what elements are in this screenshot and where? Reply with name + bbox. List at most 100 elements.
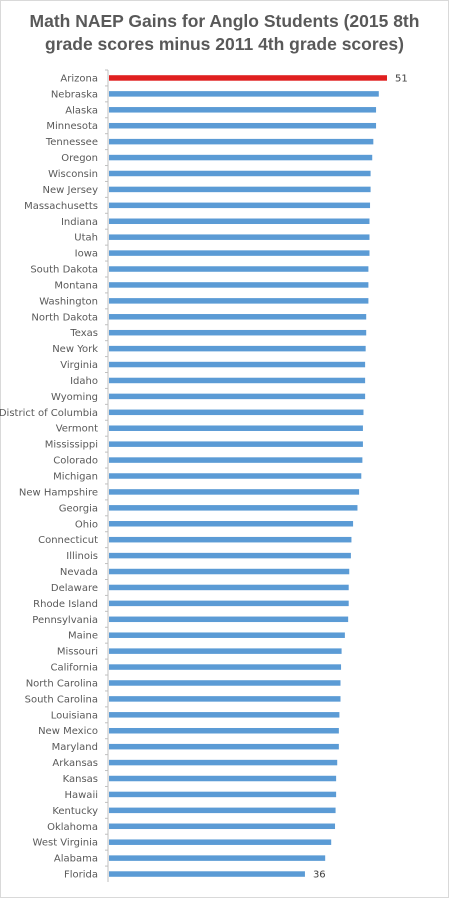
category-label: Indiana xyxy=(61,217,98,228)
bar xyxy=(109,170,371,177)
bar xyxy=(109,536,352,543)
bar xyxy=(109,743,339,750)
bar xyxy=(109,823,336,830)
category-label: Alaska xyxy=(65,105,98,116)
data-label: 36 xyxy=(313,870,326,881)
bar xyxy=(109,791,337,798)
chart-title-line-1: Math NAEP Gains for Anglo Students (2015… xyxy=(29,11,420,31)
category-label: Vermont xyxy=(56,424,98,435)
category-label: North Carolina xyxy=(26,678,98,689)
bar xyxy=(109,457,363,463)
bar xyxy=(109,218,370,225)
bar xyxy=(109,409,364,416)
bar xyxy=(109,345,366,352)
bar xyxy=(109,250,370,256)
bar xyxy=(109,616,349,623)
bar xyxy=(109,696,341,702)
category-label: North Dakota xyxy=(31,312,98,323)
category-label: New Jersey xyxy=(43,185,99,196)
bar xyxy=(109,234,370,240)
bar xyxy=(109,314,367,320)
bar xyxy=(109,473,362,479)
category-label: Wyoming xyxy=(51,392,98,403)
bar xyxy=(109,775,337,782)
category-label: South Carolina xyxy=(25,694,98,705)
bar xyxy=(109,122,377,129)
bar xyxy=(109,521,354,527)
bar xyxy=(109,871,305,877)
bar xyxy=(109,266,369,272)
category-label: Michigan xyxy=(53,472,98,483)
category-label: Nebraska xyxy=(51,89,98,100)
category-label: Maryland xyxy=(52,742,98,753)
category-label: Kansas xyxy=(63,774,98,785)
bar xyxy=(109,584,349,591)
bar xyxy=(109,202,371,209)
category-label: Virginia xyxy=(60,360,98,371)
category-label: Minnesota xyxy=(46,121,98,132)
category-label: Delaware xyxy=(51,583,98,594)
bar xyxy=(109,855,326,861)
bar xyxy=(109,441,363,447)
bar xyxy=(109,664,342,670)
category-label: California xyxy=(51,663,99,674)
bar xyxy=(109,107,377,113)
bar xyxy=(109,600,349,607)
bar xyxy=(109,727,339,734)
category-label: Idaho xyxy=(70,376,98,387)
bar xyxy=(109,807,336,814)
category-label: Oregon xyxy=(61,153,98,164)
category-label: Georgia xyxy=(59,503,98,514)
bar xyxy=(109,489,360,495)
bar xyxy=(109,712,340,718)
bar xyxy=(109,361,366,368)
bar xyxy=(109,759,338,766)
category-label: Connecticut xyxy=(38,535,98,546)
category-label: Louisiana xyxy=(51,710,98,721)
bar xyxy=(109,839,332,845)
category-label: Missouri xyxy=(57,647,98,658)
category-label: Arizona xyxy=(60,73,98,84)
category-label: Washington xyxy=(39,296,98,307)
category-label: Utah xyxy=(74,233,98,244)
category-label: New York xyxy=(52,344,98,355)
category-label: District of Columbia xyxy=(0,408,98,419)
category-label: Hawaii xyxy=(64,790,98,801)
category-label: West Virginia xyxy=(33,838,98,849)
category-label: Nevada xyxy=(60,567,98,578)
bar xyxy=(109,568,350,575)
category-label: Massachusetts xyxy=(24,201,98,212)
bar xyxy=(109,425,363,431)
category-label: Tennessee xyxy=(45,137,98,148)
bar xyxy=(109,377,366,384)
category-label: Iowa xyxy=(75,249,98,260)
bar xyxy=(109,329,367,336)
category-label: Kentucky xyxy=(52,806,98,817)
bar xyxy=(109,680,341,686)
bar xyxy=(109,505,358,511)
bar xyxy=(109,282,369,288)
bar xyxy=(109,75,387,81)
category-label: Alabama xyxy=(54,854,98,865)
category-label: New Hampshire xyxy=(19,487,98,498)
category-label: Pennsylvania xyxy=(32,615,98,626)
category-label: Arkansas xyxy=(52,758,98,769)
bar xyxy=(109,648,342,654)
bar xyxy=(109,154,373,161)
category-label: Rhode Island xyxy=(33,599,98,610)
chart-title-line-2: grade scores minus 2011 4th grade scores… xyxy=(45,34,404,54)
bar xyxy=(109,138,374,145)
bar xyxy=(109,552,351,559)
category-label: Florida xyxy=(64,870,98,881)
bar xyxy=(109,393,366,400)
category-label: Montana xyxy=(54,280,98,291)
category-label: Texas xyxy=(69,328,98,339)
bar xyxy=(109,91,379,97)
category-label: Colorado xyxy=(53,456,98,467)
category-label: Mississippi xyxy=(45,440,98,451)
bar xyxy=(109,298,369,304)
bar xyxy=(109,186,371,193)
category-label: Ohio xyxy=(75,519,98,530)
data-label: 51 xyxy=(395,73,408,84)
